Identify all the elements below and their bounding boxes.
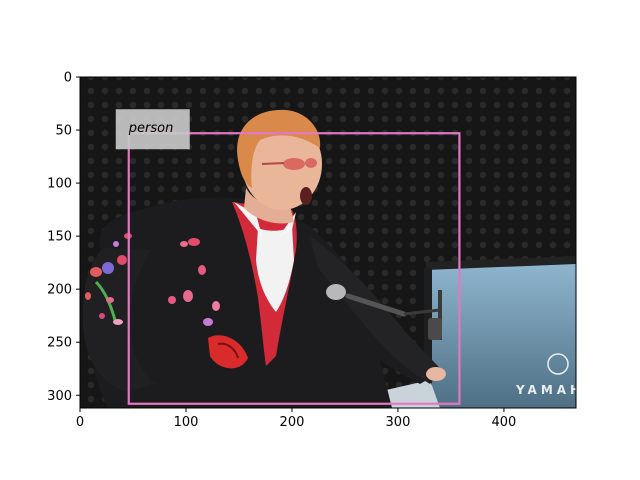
y-tick-label: 200 xyxy=(47,283,72,298)
y-axis: 0 50 100 150 200 250 300 xyxy=(47,71,80,404)
y-tick-label: 150 xyxy=(47,230,72,245)
axes-frame xyxy=(79,76,577,409)
microphone xyxy=(326,284,442,340)
detection-label-bg xyxy=(115,109,190,150)
y-tick-label: 50 xyxy=(55,124,72,139)
y-tick-label: 100 xyxy=(47,177,72,192)
y-tick-label: 250 xyxy=(47,336,72,351)
x-tick-label: 200 xyxy=(280,415,305,430)
x-tick-label: 300 xyxy=(386,415,411,430)
y-tick-label: 0 xyxy=(64,71,72,86)
detection-box xyxy=(127,132,461,405)
x-tick-label: 100 xyxy=(174,415,199,430)
detection-label: person xyxy=(128,121,174,136)
detection-layer: person xyxy=(115,109,461,405)
performer xyxy=(82,109,446,408)
x-axis: 0 100 200 300 400 xyxy=(76,408,516,430)
x-tick-label: 400 xyxy=(492,415,517,430)
piano-brand-text: YAMAHA xyxy=(515,383,597,397)
y-tick-label: 300 xyxy=(47,389,72,404)
jacket-embroidery xyxy=(85,233,248,369)
x-tick-label: 0 xyxy=(76,415,84,430)
